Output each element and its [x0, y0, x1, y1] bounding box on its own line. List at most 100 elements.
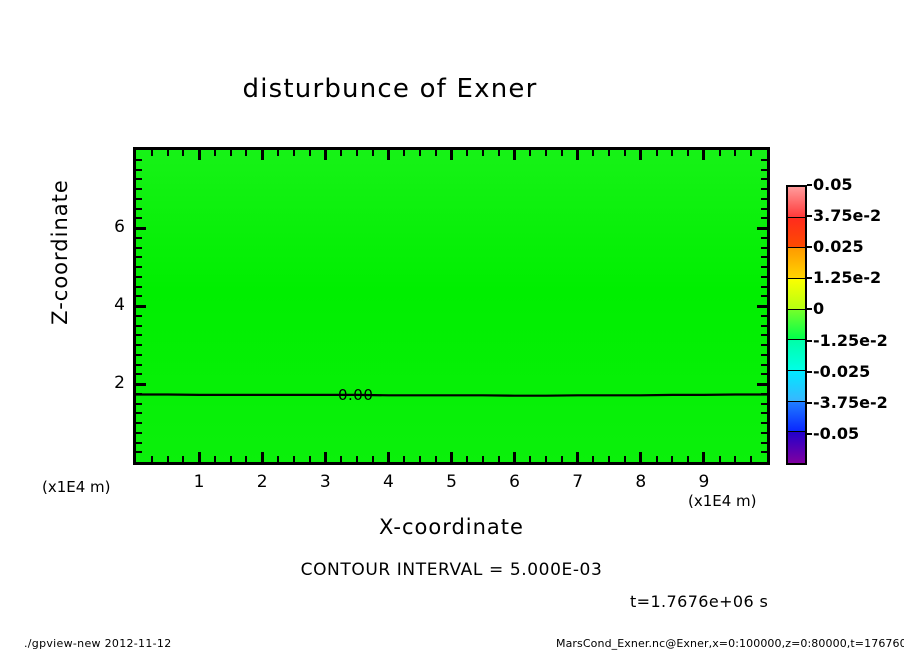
colorbar-tick-mark — [807, 401, 812, 404]
x-tick-label: 9 — [698, 472, 710, 492]
z-tick-left — [136, 178, 142, 181]
colorbar-tick-label: 1.25e-2 — [813, 268, 882, 288]
contour-line-zero — [136, 393, 767, 397]
x-tick-bottom — [245, 456, 248, 462]
x-tick-label: 6 — [509, 472, 520, 492]
x-tick-bottom — [497, 456, 500, 462]
x-tick-label: 3 — [319, 472, 331, 492]
x-tick-bottom — [403, 456, 406, 462]
z-tick-right — [761, 412, 767, 415]
x-tick-bottom — [592, 456, 595, 462]
z-tick-right — [761, 295, 767, 298]
z-tick-right — [761, 178, 767, 181]
colorbar-tick-label: 0.05 — [813, 175, 853, 194]
z-tick-left — [136, 275, 142, 278]
z-tick-right — [761, 266, 767, 268]
x-tick-bottom — [323, 452, 327, 462]
z-tick-left — [136, 451, 142, 454]
x-tick-bottom — [182, 456, 185, 462]
x-tick-bottom — [292, 456, 295, 462]
x-tick-bottom — [608, 456, 611, 462]
colorbar-tick-label: 3.75e-2 — [813, 206, 882, 226]
colorbar-tick-label: -3.75e-2 — [813, 392, 888, 412]
colorbar-tick-label: -0.05 — [813, 423, 860, 443]
x-tick-label: 8 — [635, 472, 647, 492]
x-tick-top — [687, 150, 690, 156]
colorbar-tick-mark — [807, 215, 812, 218]
z-tick-left — [136, 226, 146, 230]
z-tick-right — [761, 363, 767, 366]
colorbar-tick-mark — [807, 184, 812, 186]
colorbar-tick-mark — [807, 277, 812, 280]
colorbar-tick-mark — [807, 339, 812, 342]
colorbar-band — [788, 309, 805, 341]
x-tick-top — [529, 150, 532, 156]
z-tick-left — [136, 295, 142, 298]
x-tick-top — [592, 150, 595, 156]
colorbar-tick-label: -0.025 — [813, 361, 871, 381]
z-tick-right — [761, 392, 767, 395]
x-tick-top — [403, 150, 406, 156]
colorbar[interactable] — [786, 185, 807, 465]
z-tick-right — [761, 256, 767, 259]
z-tick-right — [761, 431, 767, 434]
x-tick-top — [497, 150, 500, 156]
z-tick-left — [136, 441, 142, 444]
z-tick-left — [136, 402, 142, 405]
contour-level-label: 0.00 — [338, 385, 374, 404]
z-tick-right — [761, 314, 767, 317]
z-tick-left — [136, 412, 142, 415]
x-tick-bottom — [466, 456, 469, 462]
z-tick-left — [136, 314, 142, 317]
x-tick-top — [639, 150, 643, 160]
z-tick-right — [761, 197, 767, 200]
x-tick-top — [355, 150, 358, 156]
x-tick-bottom — [529, 456, 532, 462]
colorbar-tick-mark — [807, 370, 812, 373]
x-tick-top — [340, 150, 343, 156]
x-tick-bottom — [560, 456, 563, 462]
x-tick-top — [450, 150, 453, 160]
colorbar-tick-label: -1.25e-2 — [813, 330, 888, 350]
z-tick-left — [136, 246, 142, 249]
x-tick-label: 4 — [382, 472, 394, 492]
z-tick-right — [761, 246, 767, 249]
x-tick-bottom — [655, 456, 658, 462]
x-tick-top — [434, 150, 437, 156]
z-tick-left — [136, 266, 142, 268]
z-tick-left — [136, 207, 142, 210]
z-tick-label: 6 — [114, 217, 125, 237]
colorbar-band — [788, 217, 805, 249]
contour-line-group — [136, 150, 767, 462]
x-tick-bottom — [734, 456, 737, 462]
x-tick-top — [386, 150, 390, 160]
z-tick-left — [136, 431, 142, 434]
z-tick-right — [761, 402, 767, 405]
x-tick-top — [734, 150, 737, 156]
x-axis-unit-right: (x1E4 m) — [688, 492, 757, 510]
x-tick-bottom — [166, 456, 169, 462]
x-tick-label: 2 — [256, 472, 268, 492]
x-tick-top — [655, 150, 658, 156]
z-tick-left — [136, 304, 146, 308]
x-tick-top — [213, 150, 216, 156]
z-tick-left — [136, 353, 142, 356]
x-tick-top — [276, 150, 279, 156]
z-tick-right — [761, 285, 767, 288]
x-tick-top — [513, 150, 517, 160]
x-axis-unit-left: (x1E4 m) — [42, 478, 111, 496]
x-tick-bottom — [229, 456, 232, 462]
x-tick-bottom — [624, 456, 627, 462]
x-axis-title: X-coordinate — [379, 515, 524, 539]
colorbar-band — [788, 370, 805, 402]
scalar-field-fill — [136, 150, 767, 462]
z-tick-left — [136, 363, 142, 366]
x-tick-top — [545, 150, 548, 156]
x-tick-top — [466, 150, 469, 156]
x-tick-bottom — [340, 456, 343, 462]
z-tick-left — [136, 158, 142, 161]
x-tick-top — [418, 150, 421, 156]
z-tick-right — [761, 168, 767, 171]
plot-area[interactable]: 0.00 — [133, 147, 770, 465]
z-tick-label: 2 — [114, 373, 125, 393]
